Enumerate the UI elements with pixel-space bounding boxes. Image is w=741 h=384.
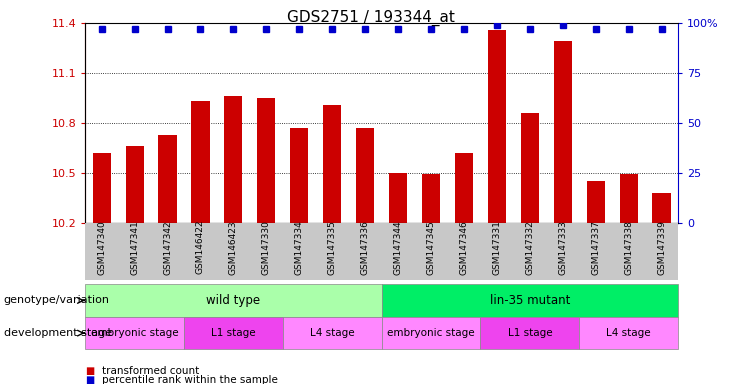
Bar: [587, 181, 605, 223]
Text: transformed count: transformed count: [102, 366, 199, 376]
Bar: [257, 98, 276, 223]
Bar: [521, 113, 539, 223]
Bar: [422, 174, 440, 223]
Bar: [619, 174, 638, 223]
Bar: [93, 153, 110, 223]
Bar: [455, 153, 473, 223]
Text: GDS2751 / 193344_at: GDS2751 / 193344_at: [287, 10, 454, 26]
Text: L4 stage: L4 stage: [606, 328, 651, 338]
Bar: [191, 101, 210, 223]
Text: wild type: wild type: [206, 294, 261, 307]
Text: ■: ■: [85, 366, 94, 376]
Bar: [290, 128, 308, 223]
Bar: [125, 146, 144, 223]
Bar: [225, 96, 242, 223]
Text: lin-35 mutant: lin-35 mutant: [490, 294, 570, 307]
Text: genotype/variation: genotype/variation: [4, 295, 110, 306]
Text: L1 stage: L1 stage: [211, 328, 256, 338]
Bar: [488, 30, 506, 223]
Text: L4 stage: L4 stage: [310, 328, 354, 338]
Bar: [323, 104, 342, 223]
Text: embryonic stage: embryonic stage: [91, 328, 179, 338]
Bar: [653, 193, 671, 223]
Text: percentile rank within the sample: percentile rank within the sample: [102, 375, 277, 384]
Text: ■: ■: [85, 375, 94, 384]
Text: embryonic stage: embryonic stage: [388, 328, 475, 338]
Bar: [554, 41, 572, 223]
Text: L1 stage: L1 stage: [508, 328, 552, 338]
Text: development stage: development stage: [4, 328, 112, 338]
Bar: [356, 128, 374, 223]
Bar: [389, 173, 407, 223]
Bar: [159, 134, 176, 223]
